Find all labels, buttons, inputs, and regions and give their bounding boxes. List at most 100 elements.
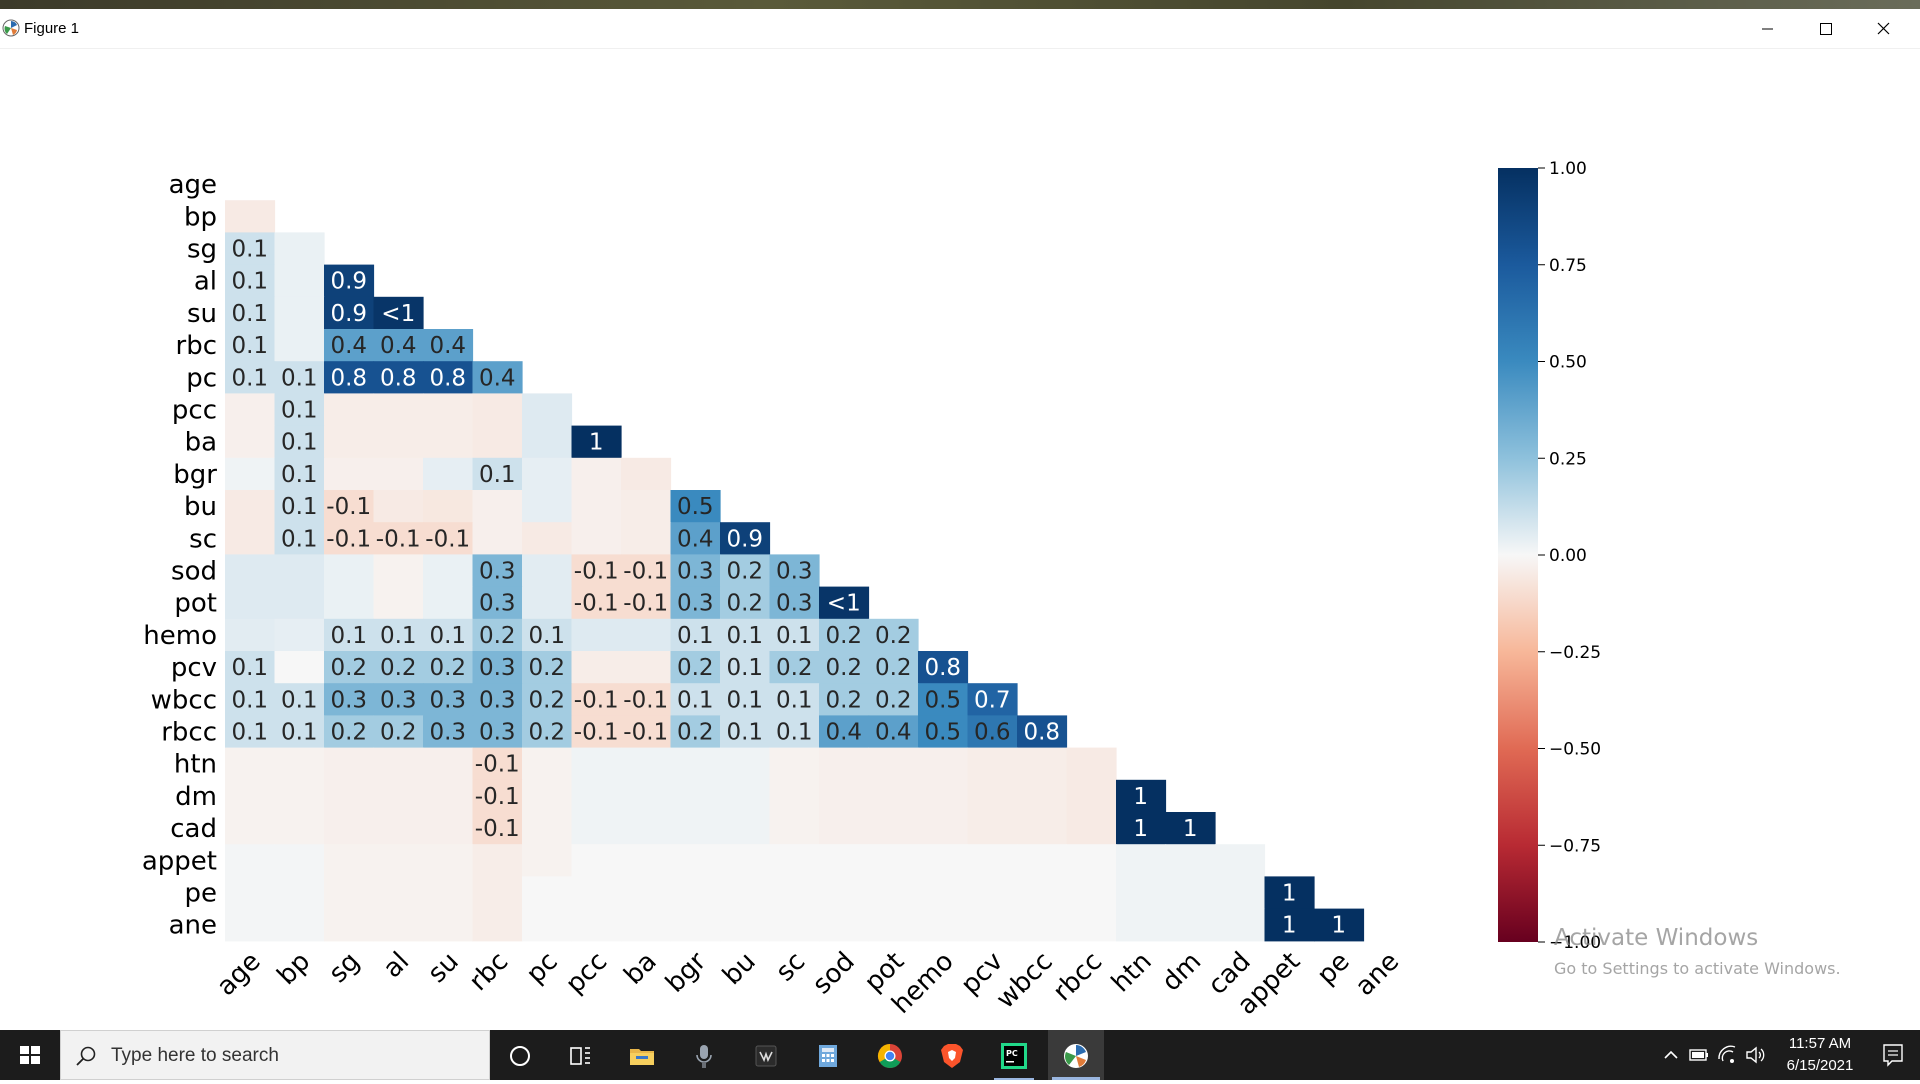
heatmap-cell-label: 0.2 [429, 655, 466, 681]
x-tick-label: bgr [660, 946, 712, 998]
heatmap-cell [1116, 812, 1167, 845]
heatmap-cell [373, 747, 424, 781]
heatmap-cell-label: 0.3 [330, 687, 367, 713]
heatmap-cell-label: -0.1 [574, 559, 619, 585]
heatmap-cell [522, 747, 573, 781]
heatmap-cell-label: 0.4 [825, 720, 862, 746]
heatmap-cell [571, 779, 622, 813]
cortana-icon [510, 1046, 530, 1066]
heatmap-cell [274, 683, 325, 716]
heatmap-cell [522, 715, 573, 749]
battery-icon[interactable] [1688, 1044, 1710, 1066]
window-titlebar[interactable]: Figure 1 [0, 9, 1920, 49]
heatmap-cell-label: 0.1 [231, 333, 268, 359]
file-explorer-button[interactable] [614, 1030, 670, 1080]
activation-watermark-title: Activate Windows [1554, 925, 1759, 951]
heatmap-cell-label: 0.4 [330, 333, 367, 359]
heatmap-cell [472, 876, 523, 910]
minimize-button[interactable] [1738, 9, 1796, 48]
colorbar-tick-label: 0.75 [1549, 256, 1587, 276]
heatmap-cell [621, 747, 672, 781]
wifi-icon[interactable] [1716, 1044, 1738, 1066]
heatmap-cell [472, 908, 523, 942]
y-tick-label: sod [171, 557, 217, 587]
heatmap-cell [373, 876, 424, 910]
heatmap-cell [720, 715, 771, 749]
heatmap-cell [522, 522, 573, 555]
heatmap-cell [819, 844, 870, 877]
heatmap-cell-label: 0.9 [330, 301, 367, 327]
taskbar-search-box[interactable]: Type here to search [60, 1030, 490, 1080]
heatmap-cell [274, 264, 325, 298]
calculator-button[interactable] [800, 1030, 856, 1080]
volume-icon[interactable] [1744, 1044, 1766, 1066]
heatmap-cell [571, 876, 622, 910]
heatmap-cell [670, 908, 721, 942]
cortana-button[interactable] [492, 1030, 548, 1080]
heatmap-cell [1017, 715, 1068, 749]
heatmap-cell-label: 0.3 [479, 687, 516, 713]
heatmap-cell [571, 586, 622, 620]
pycharm-button[interactable]: PC [986, 1030, 1042, 1080]
heatmap-cell-label: 0.1 [776, 623, 813, 649]
heatmap-cell [621, 876, 672, 910]
heatmap-cell [274, 618, 325, 652]
heatmap-cell [373, 554, 424, 588]
x-tick-label: ane [1350, 947, 1405, 1002]
notifications-button[interactable] [1865, 1030, 1920, 1080]
heatmap-cell-label: <1 [827, 591, 861, 617]
colorbar-tick-label: −1.00 [1549, 933, 1601, 953]
clock-time[interactable]: 11:57 AM [1788, 1035, 1852, 1052]
voice-app-button[interactable] [676, 1030, 732, 1080]
task-view-button[interactable] [552, 1030, 608, 1080]
heatmap-cell [274, 457, 325, 491]
heatmap-cell [967, 908, 1018, 942]
figure-window-button[interactable] [1048, 1030, 1104, 1080]
heatmap-cell-label: -0.1 [623, 687, 668, 713]
start-button[interactable] [0, 1030, 60, 1080]
heatmap-cell [324, 586, 375, 620]
heatmap-cell [274, 908, 325, 942]
y-tick-label: pcc [172, 396, 217, 426]
terminal-app-button[interactable] [738, 1030, 794, 1080]
heatmap-cell [720, 586, 771, 620]
heatmap-cell [621, 844, 672, 877]
heatmap-cell-label: 0.1 [231, 237, 268, 263]
heatmap-cell [571, 425, 622, 459]
y-tick-label: sg [187, 235, 217, 265]
heatmap-cell-label: 0.1 [231, 365, 268, 391]
heatmap-cell [1066, 876, 1117, 910]
heatmap-cell [1017, 908, 1068, 942]
chrome-button[interactable] [862, 1030, 918, 1080]
heatmap-cell [769, 683, 820, 716]
heatmap-cell [522, 651, 573, 684]
heatmap-cell [769, 779, 820, 813]
x-tick-label: su [422, 947, 464, 989]
y-tick-label: wbcc [151, 685, 217, 715]
heatmap-cell [324, 425, 375, 459]
heatmap-cell [373, 586, 424, 620]
heatmap-cell [423, 876, 474, 910]
heatmap-cell [324, 296, 375, 330]
heatmap-cell [225, 264, 276, 298]
heatmap-cell [1165, 812, 1216, 845]
heatmap-cell [720, 812, 771, 845]
heatmap-cell-label: 0.8 [1023, 720, 1060, 746]
heatmap-cell-label: 0.2 [528, 720, 565, 746]
close-button[interactable] [1854, 9, 1912, 48]
x-tick-label: bp [272, 947, 317, 992]
clock-date[interactable]: 6/15/2021 [1786, 1057, 1854, 1074]
task-view-icon [570, 1047, 590, 1065]
heatmap-cell-label: 1 [1331, 913, 1346, 939]
heatmap-cell-label: 1 [589, 430, 604, 456]
chevron-up-icon[interactable] [1660, 1044, 1682, 1066]
heatmap-cell [720, 683, 771, 716]
y-tick-label: pe [185, 879, 218, 909]
heatmap-cell-label: -0.1 [475, 816, 520, 842]
heatmap-cell-label: 0.3 [677, 591, 714, 617]
heatmap-cell [324, 747, 375, 781]
heatmap-cell [472, 715, 523, 749]
heatmap-cell [918, 683, 969, 716]
brave-button[interactable] [924, 1030, 980, 1080]
maximize-button[interactable] [1796, 9, 1854, 48]
